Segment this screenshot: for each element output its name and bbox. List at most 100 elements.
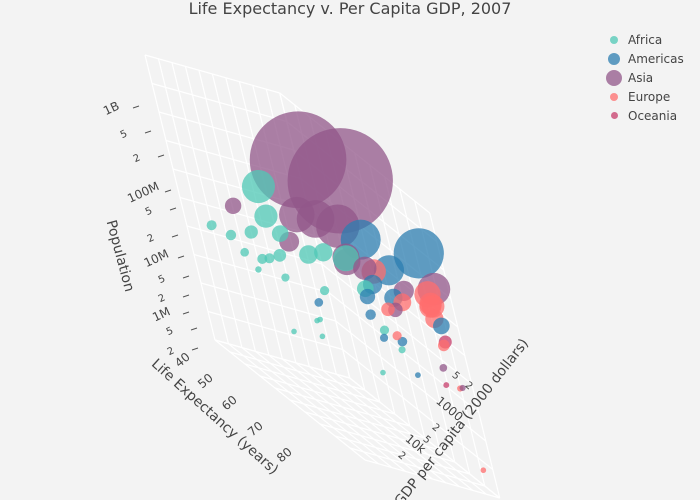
gridline-side <box>384 176 456 463</box>
legend-dot <box>610 35 618 44</box>
gridline-floor <box>335 373 487 495</box>
gridline-floor <box>349 447 485 487</box>
data-point-africa[interactable] <box>255 266 262 273</box>
data-point-africa[interactable] <box>244 225 258 239</box>
data-point-americas[interactable] <box>379 333 389 342</box>
data-point-africa[interactable] <box>379 325 390 335</box>
data-point-africa[interactable] <box>257 253 268 264</box>
legend-item-asia[interactable]: Asia <box>600 68 684 87</box>
gridline-back <box>151 82 287 123</box>
data-point-africa[interactable] <box>264 253 275 264</box>
legend-item-europe[interactable]: Europe <box>600 87 684 106</box>
legend-label: Americas <box>628 51 684 66</box>
data-point-africa[interactable] <box>273 249 287 262</box>
y-tick-label: 2 <box>396 450 408 463</box>
z-tick-mark <box>177 255 185 259</box>
data-point-africa[interactable] <box>319 333 326 340</box>
data-point-africa[interactable] <box>241 170 275 204</box>
chart-title: Life Expectancy v. Per Capita GDP, 2007 <box>188 0 512 18</box>
data-point-americas[interactable] <box>365 309 376 320</box>
z-tick-mark <box>164 189 172 193</box>
legend-marker-icon <box>600 52 628 65</box>
legend-marker-icon <box>600 35 628 44</box>
legend-label: Europe <box>628 89 671 104</box>
data-point-americas[interactable] <box>359 288 376 305</box>
gridline-floor <box>304 411 440 451</box>
data-point-oceania[interactable] <box>443 382 450 389</box>
data-point-asia[interactable] <box>279 196 315 233</box>
y-tick-label: 5 <box>450 370 462 383</box>
legend-marker-icon <box>600 92 628 101</box>
data-point-africa[interactable] <box>281 273 290 282</box>
z-tick-label: 10M <box>142 247 171 271</box>
x-tick-label: 40 <box>172 350 193 371</box>
z-tick-mark <box>144 130 152 134</box>
legend-label: Oceania <box>628 108 678 123</box>
data-point-africa[interactable] <box>291 328 297 335</box>
data-point-africa[interactable] <box>320 286 330 296</box>
z-tick-mark <box>191 347 199 351</box>
legend-marker-icon <box>600 112 628 119</box>
gridline-floor <box>322 369 474 491</box>
data-point-americas[interactable] <box>415 372 421 378</box>
data-point-americas[interactable] <box>314 298 324 307</box>
gridline-floor <box>308 366 460 488</box>
legend-dot <box>610 92 618 101</box>
y-tick-label: 2 <box>463 380 475 393</box>
z-tick-label: 5 <box>144 205 154 218</box>
legend-item-africa[interactable]: Africa <box>600 30 684 49</box>
gridline-floor <box>364 459 500 499</box>
z-tick-mark <box>132 105 140 109</box>
data-point-africa[interactable] <box>380 369 386 376</box>
data-point-asia[interactable] <box>224 197 242 214</box>
z-tick-label: 2 <box>157 292 167 305</box>
legend-item-americas[interactable]: Americas <box>600 49 684 68</box>
data-point-africa[interactable] <box>206 220 217 231</box>
legend-marker-icon <box>600 69 628 86</box>
data-point-africa[interactable] <box>314 243 333 262</box>
data-point-europe[interactable] <box>480 467 487 474</box>
data-point-europe[interactable] <box>392 331 402 341</box>
z-tick-mark <box>157 154 165 158</box>
x-tick-label: 60 <box>219 393 240 414</box>
z-tick-mark <box>182 294 190 298</box>
legend-dot <box>610 112 618 119</box>
z-axis-title: Population <box>103 218 137 293</box>
data-point-africa[interactable] <box>332 245 359 272</box>
x-tick-label: 50 <box>195 371 216 392</box>
z-tick-mark <box>182 311 190 315</box>
data-point-africa[interactable] <box>271 225 289 242</box>
data-points <box>206 111 487 474</box>
z-tick-label: 2 <box>132 152 142 165</box>
data-point-africa[interactable] <box>314 317 320 324</box>
data-point-africa[interactable] <box>254 204 278 228</box>
data-point-africa[interactable] <box>240 247 250 257</box>
legend-label: Asia <box>628 70 654 85</box>
legend-label: Africa <box>628 32 663 47</box>
data-point-africa[interactable] <box>398 346 406 354</box>
data-point-europe[interactable] <box>437 339 450 352</box>
x-axis-title: Life Expectancy (years) <box>148 356 281 478</box>
data-point-africa[interactable] <box>299 245 318 264</box>
legend-dot <box>606 69 622 86</box>
legend-item-oceania[interactable]: Oceania <box>600 106 684 125</box>
z-tick-label: 2 <box>146 232 156 245</box>
data-point-africa[interactable] <box>225 229 237 241</box>
z-tick-mark <box>169 207 177 211</box>
data-point-europe[interactable] <box>381 302 395 317</box>
data-point-americas[interactable] <box>393 228 444 279</box>
data-point-asia[interactable] <box>353 256 377 280</box>
data-point-asia[interactable] <box>459 384 466 392</box>
legend: Africa Americas Asia Europe Oceania <box>600 30 684 125</box>
gridline-floor <box>319 423 455 463</box>
y-tick-label: 5 <box>421 434 433 447</box>
z-tick-label: 100M <box>125 179 161 206</box>
gridline-floor <box>295 362 447 484</box>
gridline-floor <box>334 435 470 475</box>
data-point-asia[interactable] <box>439 364 448 372</box>
z-tick-mark <box>190 327 198 331</box>
z-tick-mark <box>182 275 190 279</box>
z-tick-label: 5 <box>119 128 129 141</box>
data-point-americas[interactable] <box>433 317 450 335</box>
